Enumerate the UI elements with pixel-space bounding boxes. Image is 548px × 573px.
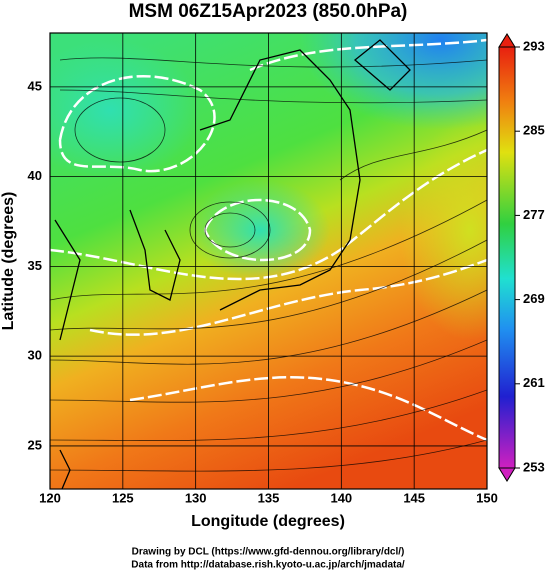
colorbar-tick-label: 285 <box>523 123 545 138</box>
footer-line: Drawing by DCL (https://www.gfd-dennou.o… <box>132 547 405 558</box>
x-axis-label: Longitude (degrees) <box>191 513 345 530</box>
x-tick-label: 145 <box>403 490 425 505</box>
title: MSM 06Z15Apr2023 (850.0hPa) <box>129 1 408 22</box>
colorbar-top-arrow <box>498 33 516 48</box>
colorbar-tick-label: 269 <box>523 291 545 306</box>
y-tick-label: 40 <box>28 168 42 183</box>
field <box>50 33 487 489</box>
x-tick-label: 150 <box>476 490 498 505</box>
colorbar <box>498 33 516 482</box>
y-tick-label: 30 <box>28 348 42 363</box>
y-axis-label: Latitude (degrees) <box>0 192 17 331</box>
x-tick-label: 140 <box>330 490 352 505</box>
colorbar-body <box>498 46 516 469</box>
colorbar-tick-label: 261 <box>523 375 545 390</box>
y-tick-label: 25 <box>28 437 42 452</box>
y-tick-label: 35 <box>28 258 42 273</box>
x-tick-label: 130 <box>185 490 207 505</box>
x-tick-label: 120 <box>39 490 61 505</box>
colorbar-bottom-arrow <box>498 467 516 482</box>
x-tick-label: 125 <box>112 490 134 505</box>
y-tick-label: 45 <box>28 78 42 93</box>
footer-line: Data from http://database.rish.kyoto-u.a… <box>131 560 405 571</box>
plot-frame <box>49 32 488 490</box>
colorbar-tick-label: 253 <box>523 459 545 474</box>
colorbar-tick-label: 277 <box>523 207 545 222</box>
colorbar-tick-label: 293 <box>523 38 545 53</box>
x-tick-label: 135 <box>258 490 280 505</box>
